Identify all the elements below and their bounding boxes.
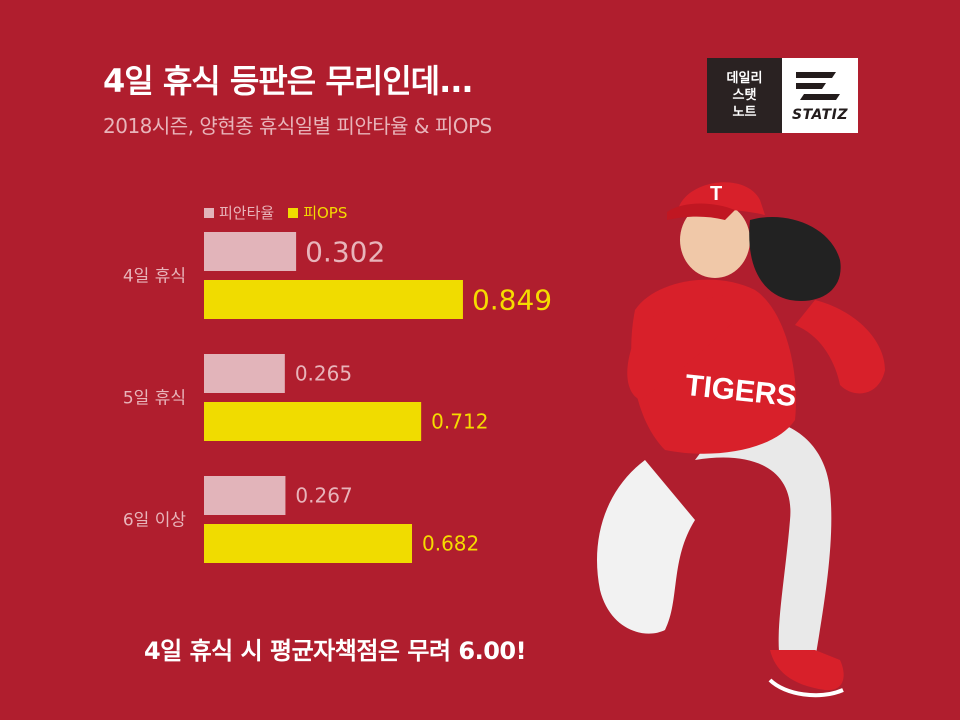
data-label-ops: 0.682 — [422, 532, 479, 556]
logo-statiz: STATIZ — [782, 58, 858, 133]
bar-ops — [204, 280, 463, 319]
data-label-avg: 0.267 — [295, 484, 352, 508]
logo-line-2: 스탯 — [732, 88, 757, 103]
bar-ops — [204, 524, 413, 563]
data-label-ops: 0.712 — [431, 410, 488, 434]
svg-text:T: T — [710, 183, 722, 205]
pitcher-illustration: TIGERS T — [597, 182, 885, 698]
page-subtitle: 2018시즌, 양현종 휴식일별 피안타율 & 피OPS — [103, 114, 492, 138]
data-label-avg: 0.265 — [295, 362, 352, 386]
logo-line-1: 데일리 — [726, 71, 763, 86]
bar-avg — [204, 232, 297, 271]
bar-chart: 4일 휴식 0.302 0.849 5일 휴식 0.265 0.712 6일 이상 0.267… — [123, 232, 552, 563]
logo-line-3: 노트 — [732, 105, 757, 120]
footer-note: 4일 휴식 시 평균자책점은 무려 6.00! — [143, 637, 527, 665]
bar-ops — [204, 402, 422, 441]
legend-swatch-ops — [288, 207, 299, 218]
data-label-avg: 0.302 — [305, 236, 385, 269]
bar-avg — [204, 354, 285, 393]
bar-avg — [204, 476, 286, 515]
legend-item-avg: 피안타율 — [204, 202, 274, 223]
logo-brand: STATIZ — [792, 107, 848, 123]
data-label-ops: 0.849 — [472, 284, 552, 317]
legend-label-ops: 피OPS — [303, 204, 348, 222]
logo-daily-stat-note: 데일리 스탯 노트 — [707, 58, 782, 133]
page-title: 4일 휴식 등판은 무리인데... — [103, 62, 474, 100]
legend-swatch-avg — [204, 207, 214, 218]
category-label: 5일 휴식 — [123, 389, 186, 409]
legend-label-avg: 피안타율 — [219, 204, 275, 222]
category-label: 4일 휴식 — [123, 267, 186, 287]
statiz-stripes-icon — [796, 72, 840, 100]
legend-item-ops: 피OPS — [288, 202, 347, 223]
logo: 데일리 스탯 노트 STATIZ — [707, 58, 858, 133]
category-label: 6일 이상 — [123, 511, 186, 531]
chart-legend: 피안타율 피OPS — [204, 202, 361, 223]
